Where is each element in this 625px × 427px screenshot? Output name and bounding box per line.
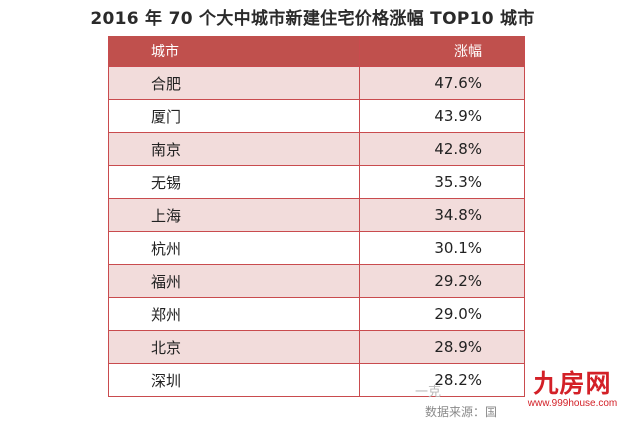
growth-cell: 28.2% <box>359 363 525 397</box>
header-growth: 涨幅 <box>359 36 525 67</box>
growth-cell: 47.6% <box>359 66 525 100</box>
site-logo[interactable]: 九房网 www.999house.com <box>525 370 620 410</box>
growth-cell: 29.0% <box>359 297 525 331</box>
city-cell: 合肥 <box>108 66 360 100</box>
growth-cell: 43.9% <box>359 99 525 133</box>
growth-cell: 30.1% <box>359 231 525 265</box>
city-cell: 上海 <box>108 198 360 232</box>
table-header-row: 城市 涨幅 <box>108 36 525 67</box>
city-cell: 厦门 <box>108 99 360 133</box>
table-row: 杭州 30.1% <box>108 231 525 265</box>
growth-cell: 34.8% <box>359 198 525 232</box>
table-row: 郑州 29.0% <box>108 297 525 331</box>
growth-cell: 29.2% <box>359 264 525 298</box>
city-cell: 深圳 <box>108 363 360 397</box>
city-cell: 杭州 <box>108 231 360 265</box>
data-source-note: 数据来源：国 <box>425 405 498 419</box>
page-title: 2016 年 70 个大中城市新建住宅价格涨幅 TOP10 城市 <box>90 9 535 29</box>
city-cell: 无锡 <box>108 165 360 199</box>
logo-name: 九房网 <box>533 369 612 398</box>
growth-cell: 42.8% <box>359 132 525 166</box>
city-cell: 福州 <box>108 264 360 298</box>
header-city: 城市 <box>108 36 360 67</box>
city-cell: 郑州 <box>108 297 360 331</box>
growth-cell: 35.3% <box>359 165 525 199</box>
table-row: 合肥 47.6% <box>108 66 525 100</box>
ranking-table: 城市 涨幅 合肥 47.6% 厦门 43.9% 南京 42.8% 无锡 35.3… <box>108 36 525 397</box>
logo-url: www.999house.com <box>527 398 618 409</box>
watermark-text: 一克 <box>415 385 442 400</box>
table-row: 无锡 35.3% <box>108 165 525 199</box>
table-row: 福州 29.2% <box>108 264 525 298</box>
table-row: 南京 42.8% <box>108 132 525 166</box>
table-row: 深圳 28.2% <box>108 363 525 397</box>
table-row: 北京 28.9% <box>108 330 525 364</box>
table-row: 上海 34.8% <box>108 198 525 232</box>
city-cell: 北京 <box>108 330 360 364</box>
growth-cell: 28.9% <box>359 330 525 364</box>
city-cell: 南京 <box>108 132 360 166</box>
table-row: 厦门 43.9% <box>108 99 525 133</box>
